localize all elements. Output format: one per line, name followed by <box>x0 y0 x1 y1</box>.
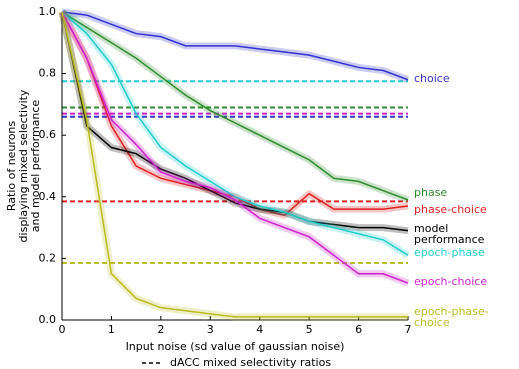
y-tick-label: 0.4 <box>39 190 57 203</box>
x-tick-label: 7 <box>405 323 412 336</box>
y-axis-label: Ratio of neurons <box>5 121 18 212</box>
legend-label: dACC mixed selectivity ratios <box>170 356 331 369</box>
series-line <box>61 11 409 201</box>
y-tick-label: 0.2 <box>39 251 57 264</box>
series-label: choice <box>414 72 450 85</box>
series-line <box>61 11 409 81</box>
series-label: epoch-phase <box>414 246 485 259</box>
series-label: phase <box>414 186 448 199</box>
x-tick-label: 6 <box>355 323 362 336</box>
y-tick-label: 0.8 <box>39 67 57 80</box>
series-line <box>61 11 409 256</box>
y-tick-label: 1.0 <box>39 5 57 18</box>
x-tick-label: 5 <box>306 323 313 336</box>
series-line <box>61 11 409 284</box>
series-label: epoch-choice <box>414 275 488 288</box>
y-tick-label: 0.0 <box>39 313 57 326</box>
series-label: epoch-phase-choice <box>414 305 489 329</box>
x-tick-label: 4 <box>256 323 263 336</box>
series-line <box>61 11 408 318</box>
series-line <box>61 11 409 232</box>
y-axis-label: displaying mixed selectivity <box>17 89 30 242</box>
y-axis-label: and model performance <box>29 100 42 233</box>
x-tick-label: 0 <box>59 323 66 336</box>
series-band <box>60 9 410 204</box>
y-tick-label: 0.6 <box>39 128 57 141</box>
x-axis-label: Input noise (sd value of gaussian noise) <box>126 340 345 353</box>
series-label: phase-choice <box>414 203 487 216</box>
x-tick-label: 1 <box>108 323 115 336</box>
x-tick-label: 2 <box>157 323 164 336</box>
series-label: model performance <box>414 222 485 246</box>
x-tick-label: 3 <box>207 323 214 336</box>
